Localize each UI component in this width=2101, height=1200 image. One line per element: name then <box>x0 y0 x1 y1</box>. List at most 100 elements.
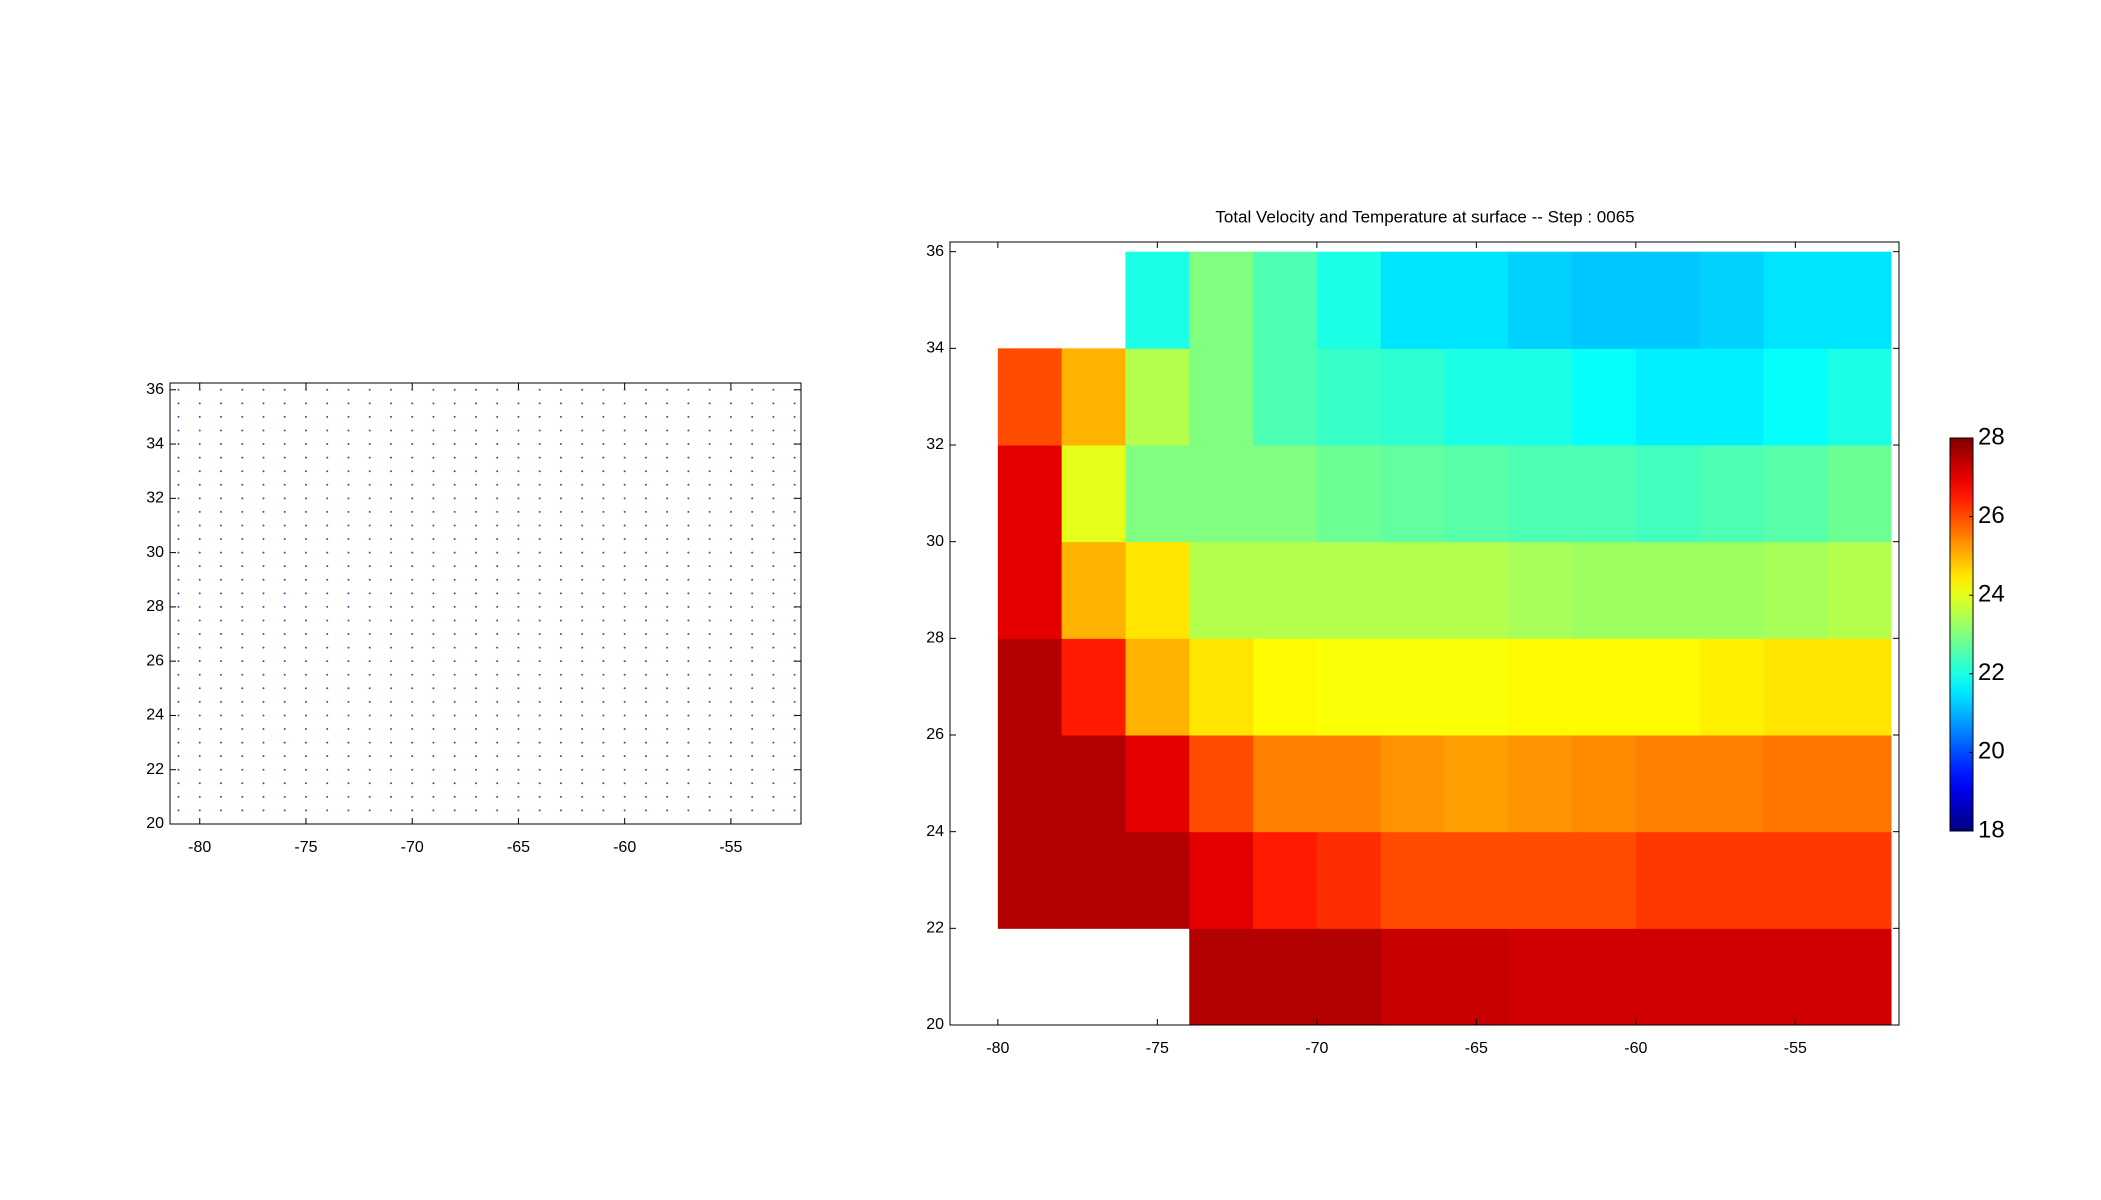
vector-dot <box>729 714 732 717</box>
heat-cell <box>1253 638 1318 736</box>
heat-cell <box>1380 541 1445 639</box>
vector-dot <box>687 687 690 690</box>
vector-dot <box>644 619 647 622</box>
heat-cell <box>1189 445 1254 543</box>
heat-cell <box>1572 251 1637 349</box>
vector-dot <box>304 646 307 649</box>
x-tick-label: -55 <box>1784 1040 1807 1057</box>
vector-dot <box>177 633 180 636</box>
vector-dot <box>623 660 626 663</box>
vector-dot <box>304 809 307 812</box>
vector-dot <box>708 795 711 798</box>
vector-dot <box>453 646 456 649</box>
vector-dot <box>411 673 414 676</box>
vector-dot <box>389 741 392 744</box>
colorbar-label: 20 <box>1978 738 2005 765</box>
vector-dot <box>368 714 371 717</box>
vector-dot <box>219 809 222 812</box>
heat-cell <box>1699 445 1764 543</box>
vector-dot <box>496 728 499 731</box>
vector-dot <box>538 646 541 649</box>
vector-dot <box>389 605 392 608</box>
vector-dot <box>602 415 605 418</box>
vector-dot <box>708 470 711 473</box>
vector-dot <box>559 660 562 663</box>
vector-dot <box>729 633 732 636</box>
vector-dot <box>241 551 244 554</box>
vector-dot <box>517 415 520 418</box>
vector-dot <box>772 605 775 608</box>
vector-dot <box>368 456 371 459</box>
vector-dot <box>729 578 732 581</box>
vector-dot <box>432 510 435 513</box>
vector-dot <box>219 741 222 744</box>
vector-dot <box>751 768 754 771</box>
vector-dot <box>496 483 499 486</box>
heat-cell <box>1253 735 1318 833</box>
vector-dot <box>241 728 244 731</box>
vector-dot <box>219 429 222 432</box>
colorbar-label: 28 <box>1978 423 2005 450</box>
vector-dot <box>368 483 371 486</box>
vector-dot <box>262 443 265 446</box>
vector-dot <box>623 646 626 649</box>
vector-dot <box>198 429 201 432</box>
plot-area <box>997 251 1892 1025</box>
heat-cell <box>1572 445 1637 543</box>
vector-dot <box>262 551 265 554</box>
vector-dot <box>623 388 626 391</box>
vector-dot <box>326 795 329 798</box>
vector-dot <box>326 605 329 608</box>
vector-dot <box>644 755 647 758</box>
vector-dot <box>708 714 711 717</box>
vector-dot <box>793 673 796 676</box>
vector-dot <box>602 510 605 513</box>
vector-dot <box>368 470 371 473</box>
vector-dot <box>517 660 520 663</box>
heat-cell <box>1380 735 1445 833</box>
vector-dot <box>368 510 371 513</box>
vector-dot <box>623 605 626 608</box>
vector-dot <box>729 497 732 500</box>
vector-dot <box>623 402 626 405</box>
vector-dot <box>581 497 584 500</box>
vector-dot <box>198 538 201 541</box>
vector-dot <box>496 565 499 568</box>
vector-dot <box>772 592 775 595</box>
vector-dot <box>666 660 669 663</box>
vector-dot <box>241 565 244 568</box>
vector-dot <box>198 456 201 459</box>
vector-dot <box>262 619 265 622</box>
vector-dot <box>347 429 350 432</box>
vector-dot <box>453 592 456 595</box>
vector-dot <box>666 578 669 581</box>
vector-dot <box>262 768 265 771</box>
vector-dot <box>411 551 414 554</box>
vector-dot <box>496 443 499 446</box>
vector-dot <box>219 619 222 622</box>
vector-dot <box>326 429 329 432</box>
vector-dot <box>241 673 244 676</box>
vector-dot <box>347 619 350 622</box>
vector-dot <box>177 687 180 690</box>
vector-dot <box>729 795 732 798</box>
vector-dot <box>453 510 456 513</box>
vector-dot <box>262 700 265 703</box>
vector-dot <box>219 497 222 500</box>
vector-dot <box>687 443 690 446</box>
vector-dot <box>772 646 775 649</box>
vector-dot <box>581 673 584 676</box>
vector-dot <box>219 755 222 758</box>
vector-dot <box>177 741 180 744</box>
vector-dot <box>198 755 201 758</box>
vector-dot <box>453 565 456 568</box>
vector-dot <box>262 755 265 758</box>
vector-dot <box>432 524 435 527</box>
vector-dot <box>559 402 562 405</box>
vector-dot <box>793 592 796 595</box>
vector-dot <box>262 578 265 581</box>
vector-dot <box>623 497 626 500</box>
y-tick-label: 34 <box>146 435 164 452</box>
vector-dot <box>644 605 647 608</box>
vector-dot <box>262 483 265 486</box>
